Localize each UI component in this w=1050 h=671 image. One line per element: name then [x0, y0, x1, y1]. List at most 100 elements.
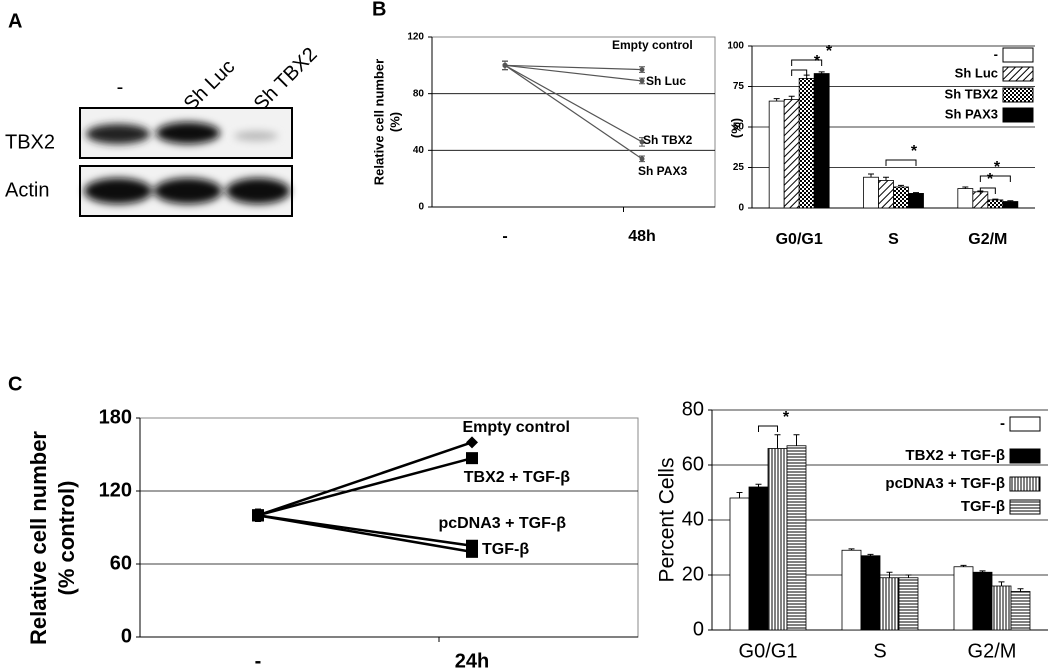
y-tick-label: 40 — [682, 508, 704, 530]
lane-label: - — [117, 76, 124, 98]
band — [234, 131, 278, 141]
series-label: TBX2 + TGF-β — [464, 469, 570, 486]
error-bar — [962, 186, 969, 189]
y-axis-label: (%) — [387, 112, 402, 132]
y-tick-label: 120 — [99, 479, 132, 501]
error-bar — [960, 564, 967, 567]
error-bar — [773, 98, 780, 102]
significance-star: * — [826, 43, 833, 60]
marker — [502, 62, 508, 68]
y-tick-label: 80 — [413, 88, 425, 99]
error-bar — [992, 198, 999, 200]
bar — [972, 191, 989, 209]
error-bar — [979, 570, 986, 573]
significance-star: * — [911, 143, 918, 160]
error-bar — [818, 71, 825, 74]
legend-swatch — [1009, 448, 1041, 464]
panel-label: C — [8, 373, 22, 395]
bar — [972, 571, 993, 631]
x-tick-label: 24h — [455, 650, 489, 671]
line — [257, 514, 473, 554]
legend-label: Sh Luc — [955, 65, 998, 80]
y-axis-label: Relative cell number — [26, 431, 51, 645]
y-axis-label: Percent Cells — [656, 458, 679, 583]
legend-swatch — [1002, 66, 1034, 82]
marker — [639, 67, 645, 73]
y-tick-label: 180 — [99, 406, 132, 428]
chart: 0 60 120 180 Relative cell number (% control)… — [26, 406, 639, 671]
error-bar — [886, 571, 893, 578]
y-tick-label: 75 — [733, 81, 745, 92]
bar — [957, 188, 974, 209]
bar — [767, 448, 788, 631]
line — [504, 64, 643, 160]
marker — [466, 436, 478, 449]
plot-frame — [431, 36, 716, 208]
series-label: pcDNA3 + TGF-β — [438, 515, 566, 532]
legend-label: Sh TBX2 — [945, 86, 998, 101]
legend-swatch — [1009, 499, 1041, 515]
marker — [466, 545, 478, 558]
marker — [639, 156, 645, 162]
error-bar — [793, 434, 800, 446]
error-bar — [755, 483, 762, 487]
significance-bracket — [885, 159, 917, 166]
panel-label: A — [8, 10, 22, 32]
series-label: Sh TBX2 — [643, 133, 693, 147]
series-label: Sh Luc — [646, 74, 686, 88]
error-bar — [905, 574, 912, 578]
marker — [466, 452, 478, 465]
x-tick-label: G2/M — [968, 640, 1017, 662]
band — [84, 178, 152, 204]
bar — [860, 555, 881, 631]
error-bar — [788, 95, 795, 100]
bar — [991, 585, 1012, 631]
series-label: Empty control — [462, 419, 570, 436]
y-tick-label: 0 — [738, 203, 744, 214]
bar — [898, 577, 919, 631]
significance-bracket — [791, 59, 823, 66]
y-tick-label: 50 — [733, 122, 745, 133]
marker — [639, 78, 645, 84]
y-tick-label: 25 — [733, 162, 745, 173]
line — [257, 441, 473, 517]
error-bar — [736, 492, 743, 498]
bar — [1002, 201, 1019, 209]
bar — [798, 78, 815, 209]
line — [504, 64, 643, 71]
y-tick-label: 20 — [682, 563, 704, 585]
legend-label: Sh PAX3 — [945, 106, 998, 121]
x-tick-label: S — [873, 640, 886, 662]
y-tick-label: 120 — [407, 32, 424, 43]
legend-label: - — [994, 46, 998, 61]
marker — [639, 139, 645, 145]
error-bar — [848, 548, 855, 551]
y-tick-label: 80 — [682, 398, 704, 420]
legend-swatch — [1009, 476, 1041, 492]
band — [86, 124, 150, 144]
y-tick-label: 60 — [682, 453, 704, 475]
error-bar — [868, 173, 874, 178]
row-label: TBX2 — [5, 131, 55, 153]
x-tick-label: - — [502, 228, 507, 245]
error-bar — [883, 176, 889, 181]
legend-swatch — [1002, 87, 1034, 103]
significance-star: * — [994, 159, 1001, 176]
error-bar — [1017, 588, 1024, 592]
legend-label: pcDNA3 + TGF-β — [885, 475, 1005, 492]
y-tick-label: 60 — [110, 552, 132, 574]
significance-star: * — [814, 53, 821, 70]
chart: 0 40 80 120 Relative cell number (%) - 48h Empty… — [371, 32, 716, 245]
significance-star: * — [987, 171, 994, 188]
legend-swatch — [1002, 47, 1034, 63]
series-label: TGF-β — [482, 541, 529, 558]
y-tick-label: 40 — [413, 145, 425, 156]
error-bar — [1007, 200, 1014, 202]
legend-label: TBX2 + TGF-β — [905, 447, 1005, 464]
bar — [748, 486, 769, 631]
bar — [783, 99, 800, 209]
x-tick-label: G0/G1 — [739, 640, 798, 662]
band — [156, 122, 220, 144]
panel-label: B — [372, 0, 386, 20]
bar — [878, 180, 894, 209]
